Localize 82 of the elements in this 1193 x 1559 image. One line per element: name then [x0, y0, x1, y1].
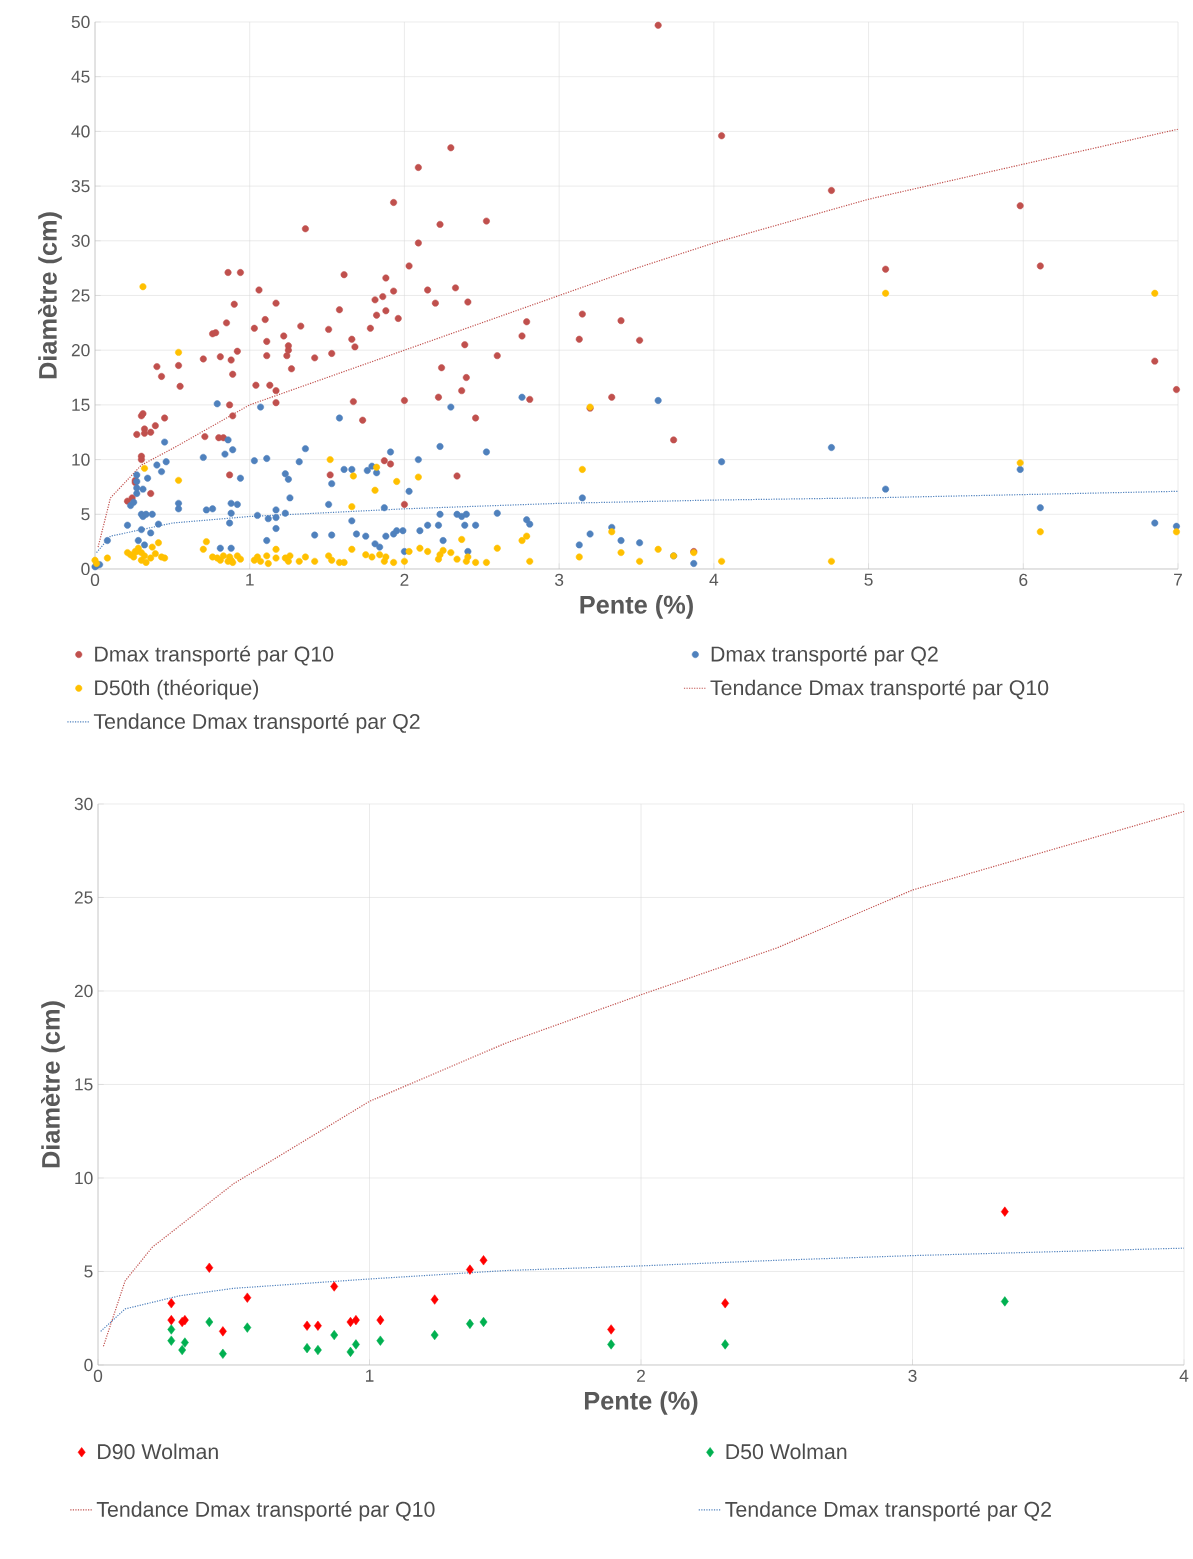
- point: [205, 1316, 214, 1328]
- point: [721, 1298, 730, 1309]
- x-tick-label: 0: [93, 1369, 103, 1382]
- y-tick-label: 50: [71, 15, 90, 29]
- point: [1000, 1206, 1009, 1217]
- y-tick-label: 35: [71, 179, 90, 193]
- x-tick-label: 6: [1019, 573, 1028, 586]
- x-tick-label: 1: [366, 1369, 374, 1382]
- point: [430, 1330, 439, 1341]
- y-tick-label: 0: [81, 562, 90, 576]
- x-tick-label: 4: [1179, 1369, 1189, 1382]
- x-tick-label: 2: [400, 573, 409, 586]
- y-tick-label: 40: [71, 125, 90, 138]
- point: [178, 1344, 187, 1356]
- legend-label: Dmax transporté par Q10: [95, 645, 334, 666]
- point: [330, 1330, 339, 1341]
- legend-label: D50th (théorique): [95, 679, 259, 700]
- x-tick-label: 1: [246, 573, 254, 586]
- y-tick-label: 10: [75, 1171, 93, 1185]
- point: [167, 1324, 176, 1335]
- point: [167, 1335, 176, 1346]
- point: [466, 1318, 474, 1329]
- point: [607, 1324, 616, 1335]
- point: [376, 1315, 385, 1326]
- x-tick-label: 2: [637, 1369, 645, 1382]
- point: [181, 1337, 189, 1348]
- point: [479, 1316, 488, 1328]
- x-axis-title: Pente (%): [584, 1391, 698, 1415]
- y-tick-label: 10: [72, 453, 90, 466]
- x-tick-label: 4: [709, 573, 719, 586]
- legend-label: Tendance Dmax transporté par Q2: [93, 713, 420, 734]
- x-tick-label: 3: [555, 573, 564, 586]
- point: [430, 1294, 439, 1305]
- point: [607, 1339, 616, 1350]
- legend-label: Dmax transporté par Q2: [711, 645, 938, 666]
- y-axis-title: Diamètre (cm): [38, 212, 62, 379]
- y-tick-label: 20: [74, 984, 93, 998]
- point: [376, 1335, 385, 1346]
- legend-label: Tendance Dmax transporté par Q2: [725, 1500, 1051, 1522]
- y-tick-label: 0: [84, 1358, 93, 1372]
- y-tick-label: 5: [84, 1265, 93, 1278]
- legend-label: D90 Wolman: [98, 1443, 218, 1460]
- legend-label: Tendance Dmax transporté par Q10: [710, 679, 1049, 700]
- point: [466, 1264, 474, 1275]
- point: [303, 1320, 311, 1331]
- point: [219, 1326, 227, 1337]
- y-tick-label: 5: [81, 508, 90, 521]
- x-axis-title: Pente (%): [580, 595, 693, 619]
- line-series: [95, 490, 1179, 554]
- line-series: [102, 810, 1184, 1347]
- point: [479, 1255, 488, 1266]
- y-tick-label: 30: [74, 797, 93, 811]
- y-tick-label: 25: [74, 891, 93, 904]
- point: [219, 1348, 227, 1359]
- point: [167, 1298, 176, 1309]
- point: [243, 1322, 252, 1333]
- point: [1000, 1296, 1009, 1307]
- x-tick-label: 7: [1174, 573, 1182, 586]
- y-axis-title: Diamètre (cm): [41, 1001, 65, 1168]
- point: [330, 1281, 339, 1292]
- y-tick-label: 25: [71, 289, 90, 302]
- y-tick-label: 15: [72, 398, 90, 411]
- legend-label: Tendance Dmax transporté par Q10: [96, 1500, 435, 1522]
- y-tick-label: 15: [75, 1078, 93, 1091]
- point: [721, 1339, 730, 1350]
- y-tick-label: 45: [71, 70, 90, 83]
- line-series: [100, 1247, 1184, 1332]
- y-tick-label: 30: [71, 234, 90, 247]
- x-tick-label: 3: [908, 1369, 917, 1382]
- x-tick-label: 5: [864, 573, 873, 586]
- point: [352, 1315, 360, 1326]
- line-series: [97, 128, 1179, 548]
- point: [314, 1320, 322, 1331]
- point: [303, 1343, 311, 1354]
- point: [346, 1346, 355, 1357]
- point: [205, 1262, 214, 1273]
- legend-label: D50 Wolman: [726, 1443, 847, 1460]
- point: [243, 1292, 252, 1303]
- point: [352, 1339, 360, 1350]
- point: [346, 1316, 355, 1328]
- y-tick-label: 20: [71, 344, 90, 357]
- point: [167, 1315, 176, 1326]
